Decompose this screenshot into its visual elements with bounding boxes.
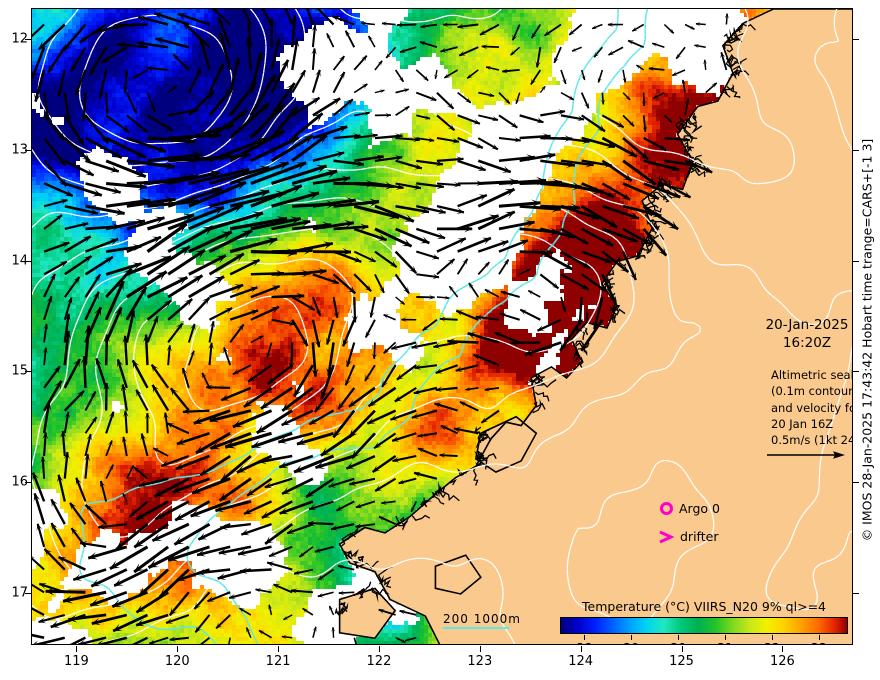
- map-plot-area[interactable]: 20-Jan-2025 16:20Z Altimetric sealevel (…: [31, 8, 853, 645]
- info-line-3: 20 Jan 16Z: [771, 416, 834, 431]
- x-tick-label: 126: [769, 654, 795, 669]
- colorbar-title: Temperature (°C) VIIRS_N20 9% ql>=4: [582, 599, 826, 614]
- time-label: 16:20Z: [782, 335, 832, 352]
- x-tick-label: 121: [265, 654, 291, 669]
- colorbar-tick: [818, 635, 820, 640]
- info-annotation: Altimetric sealevel (0.1m contours) and …: [771, 367, 853, 449]
- date-time-annotation: 20-Jan-2025 16:20Z: [742, 316, 852, 352]
- colorbar-tick: [725, 635, 727, 640]
- x-tick-label: 125: [669, 654, 694, 669]
- x-tick: [580, 646, 582, 652]
- y-tick-label: 17: [11, 585, 28, 601]
- info-line-2: and velocity for: [771, 400, 853, 415]
- y-tick: [25, 592, 31, 594]
- y-tick-label: 13: [11, 142, 28, 158]
- x-tick: [278, 646, 280, 652]
- colorbar-tick-label: 29: [623, 640, 639, 644]
- y-tick-right: [853, 260, 859, 262]
- colorbar-tick: [678, 635, 680, 640]
- depth-key-label: 200 1000m: [443, 612, 521, 626]
- y-tick: [25, 39, 31, 41]
- x-tick-label: 120: [164, 654, 190, 669]
- sst-raster-layer: [32, 9, 852, 644]
- x-tick-label: 122: [366, 654, 392, 669]
- y-tick: [25, 149, 31, 151]
- y-tick: [25, 371, 31, 373]
- y-tick: [25, 260, 31, 262]
- y-tick-label: 16: [11, 474, 28, 490]
- colorbar-tick-label: 30: [670, 640, 686, 644]
- x-tick: [782, 646, 784, 652]
- colorbar-tick: [771, 635, 773, 640]
- y-tick-right: [853, 149, 859, 151]
- info-line-4: 0.5m/s (1kt 24h): [771, 433, 852, 448]
- colorbar[interactable]: Temperature (°C) VIIRS_N20 9% ql>=4 28 29…: [529, 599, 852, 644]
- x-tick: [76, 646, 78, 652]
- argo-circle-icon: [660, 502, 673, 515]
- x-tick: [681, 646, 683, 652]
- y-tick-right: [853, 371, 859, 373]
- info-line-0: Altimetric sealevel: [771, 368, 853, 382]
- x-tick: [378, 646, 380, 652]
- y-tick-right: [853, 39, 859, 41]
- date-label: 20-Jan-2025: [765, 317, 849, 333]
- map-canvas-clip: [32, 9, 852, 644]
- colorbar-gradient[interactable]: 28 29 30 31 32 33: [560, 617, 848, 644]
- argo-label: Argo 0: [679, 501, 720, 516]
- y-tick: [25, 482, 31, 484]
- colorbar-tick-label: 33: [811, 640, 827, 644]
- x-tick-label: 124: [568, 654, 594, 669]
- drifter-legend-item: drifter: [658, 529, 718, 544]
- drifter-chevron-icon: [659, 530, 674, 543]
- depth-contour-key: 200 1000m: [443, 612, 521, 629]
- depth-key-line-icon: [443, 627, 509, 629]
- colorbar-tick: [631, 635, 633, 640]
- x-tick-label: 119: [63, 654, 89, 669]
- y-tick-label: 12: [11, 31, 28, 47]
- sst-canvas: [32, 9, 852, 644]
- argo-legend-item: Argo 0: [660, 501, 720, 516]
- x-tick-label: 123: [467, 654, 493, 669]
- credit-text: © IMOS 28-Jan-2025 17:43:42 Hobart time …: [856, 0, 878, 680]
- credit-label: © IMOS 28-Jan-2025 17:43:42 Hobart time …: [859, 138, 875, 542]
- drifter-label: drifter: [680, 529, 719, 544]
- reference-velocity-arrow-icon: [767, 451, 845, 459]
- colorbar-tick-label: 32: [764, 640, 780, 644]
- x-tick: [177, 646, 179, 652]
- y-tick-right: [853, 592, 859, 594]
- colorbar-tick-label: 31: [717, 640, 733, 644]
- y-tick-right: [853, 482, 859, 484]
- y-tick-label: 15: [11, 363, 28, 379]
- info-line-1: (0.1m contours): [771, 384, 853, 399]
- x-tick: [479, 646, 481, 652]
- colorbar-tick: [584, 635, 586, 640]
- colorbar-tick-label: 28: [576, 640, 592, 644]
- y-tick-label: 14: [11, 253, 28, 269]
